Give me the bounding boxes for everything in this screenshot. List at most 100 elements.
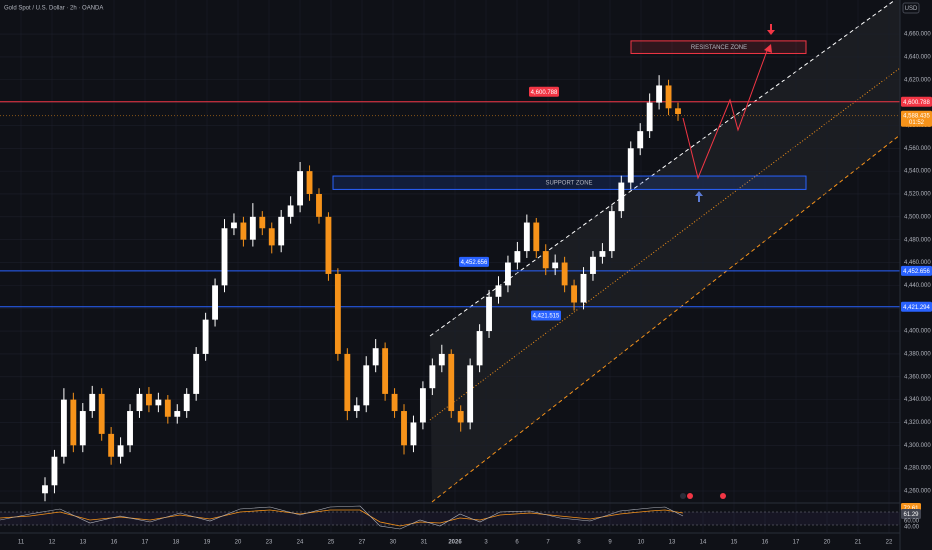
candle-body bbox=[51, 456, 58, 486]
x-tick-label: 18 bbox=[173, 540, 180, 546]
y-tick-label: 4,560.000 bbox=[904, 146, 931, 152]
candle-body bbox=[183, 393, 190, 412]
candle-body bbox=[608, 211, 615, 252]
y-tick-label: 4,280.000 bbox=[904, 466, 931, 472]
candle-body bbox=[429, 365, 436, 389]
sell-arrow bbox=[767, 24, 775, 35]
grid bbox=[0, 0, 900, 533]
candle-body bbox=[155, 399, 162, 406]
candle-body bbox=[117, 445, 124, 457]
candle-body bbox=[98, 393, 105, 434]
price-tag-bg bbox=[901, 96, 932, 107]
x-tick-label: 27 bbox=[359, 540, 366, 546]
candle-body bbox=[665, 85, 672, 109]
candle-body bbox=[372, 348, 379, 366]
zone bbox=[630, 40, 807, 54]
event-icon[interactable] bbox=[687, 493, 693, 499]
candle-body bbox=[363, 365, 370, 406]
x-tick-label: 8 bbox=[577, 540, 581, 546]
candle-body bbox=[212, 285, 218, 320]
x-tick-label: 23 bbox=[266, 540, 273, 546]
y-tick-label: 4,520.000 bbox=[904, 192, 931, 198]
candle-body bbox=[334, 273, 341, 354]
candle-body bbox=[325, 216, 332, 274]
price-tag-text: 4,452.656 bbox=[461, 260, 488, 266]
current-price-text: 4,588.435 bbox=[903, 113, 930, 119]
x-tick-label: 30 bbox=[390, 540, 397, 546]
price-tag-bg bbox=[531, 310, 561, 321]
projection-arrowhead bbox=[764, 44, 772, 53]
x-tick-label: 20 bbox=[824, 540, 831, 546]
price-tag: 4,452.656 bbox=[459, 256, 489, 267]
osc-line bbox=[0, 505, 684, 530]
y-tick-label: 4,620.000 bbox=[904, 77, 931, 83]
x-tick-label: 13 bbox=[80, 540, 87, 546]
candle-body bbox=[249, 216, 256, 240]
candle-body bbox=[486, 296, 492, 332]
x-tick-label: 15 bbox=[731, 540, 738, 546]
candle-body bbox=[542, 251, 549, 269]
chart-title: Gold Spot / U.S. Dollar · 2h · OANDA bbox=[4, 6, 103, 12]
price-tag-text: 4,600.788 bbox=[903, 100, 930, 106]
candle-body bbox=[448, 353, 455, 412]
x-tick-label: 16 bbox=[111, 540, 118, 546]
candles bbox=[42, 75, 681, 502]
price-tag: 4,452.656 bbox=[901, 265, 932, 276]
zone-label: RESISTANCE ZONE bbox=[691, 45, 747, 51]
candle-body bbox=[618, 182, 625, 212]
candle-body bbox=[467, 365, 474, 423]
event-icon[interactable] bbox=[680, 493, 686, 499]
candle-body bbox=[495, 285, 502, 297]
candle-body bbox=[552, 262, 559, 269]
price-tag-text: 4,421.515 bbox=[533, 314, 560, 320]
candle-body bbox=[278, 216, 285, 246]
candle-body bbox=[476, 331, 483, 366]
y-tick-label: 4,540.000 bbox=[904, 169, 931, 175]
currency[interactable]: USD bbox=[905, 6, 918, 12]
y-tick-label: 4,400.000 bbox=[904, 329, 931, 335]
candle-body bbox=[221, 228, 228, 286]
candle-body bbox=[42, 485, 48, 494]
candle-body bbox=[382, 348, 389, 394]
price-tag: 61.29 bbox=[901, 509, 921, 519]
candle-body bbox=[316, 193, 322, 217]
x-tick-label: 13 bbox=[669, 540, 676, 546]
candle-body bbox=[268, 228, 275, 246]
candle-body bbox=[533, 222, 540, 252]
event-icon[interactable] bbox=[720, 493, 726, 499]
x-tick-label: 17 bbox=[142, 540, 149, 546]
price-tag-text: 61.29 bbox=[903, 512, 919, 518]
candle-body bbox=[240, 222, 247, 240]
candle-body bbox=[174, 411, 181, 417]
price-tag-bg bbox=[901, 509, 921, 519]
candle-body bbox=[561, 262, 568, 286]
price-tag-bg bbox=[901, 301, 932, 312]
osc-tick-label: 40.00 bbox=[904, 525, 920, 531]
x-tick-label: 24 bbox=[297, 540, 304, 546]
y-tick-label: 4,660.000 bbox=[904, 32, 931, 38]
x-tick-label: 16 bbox=[762, 540, 769, 546]
candle-body bbox=[136, 393, 143, 412]
zone-label: SUPPORT ZONE bbox=[545, 180, 592, 186]
x-tick-label: 11 bbox=[18, 540, 25, 546]
candle-body bbox=[410, 422, 417, 446]
x-tick-label: 31 bbox=[421, 540, 428, 546]
channel-mid bbox=[429, 67, 901, 421]
candle-body bbox=[127, 411, 133, 446]
y-tick-label: 4,300.000 bbox=[904, 443, 931, 449]
candle-body bbox=[457, 411, 464, 423]
candle-body bbox=[306, 171, 313, 194]
price-lines bbox=[0, 101, 900, 308]
candle-body bbox=[419, 388, 426, 423]
candle-body bbox=[391, 393, 398, 412]
candle-body bbox=[571, 285, 578, 303]
x-tick-label: 25 bbox=[328, 540, 335, 546]
candle-body bbox=[627, 148, 634, 183]
candle-body bbox=[637, 131, 644, 149]
candle-body bbox=[259, 216, 266, 229]
candle-body bbox=[656, 85, 663, 103]
